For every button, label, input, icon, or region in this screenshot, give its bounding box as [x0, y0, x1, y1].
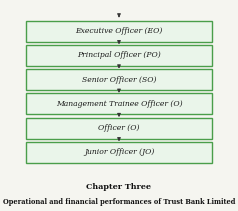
FancyBboxPatch shape: [26, 69, 212, 90]
Text: Operational and financial performances of Trust Bank Limited: Operational and financial performances o…: [3, 197, 235, 206]
FancyBboxPatch shape: [26, 45, 212, 66]
FancyBboxPatch shape: [26, 93, 212, 114]
Text: Management Trainee Officer (O): Management Trainee Officer (O): [56, 100, 182, 108]
Text: Principal Officer (PO): Principal Officer (PO): [77, 51, 161, 59]
Text: Junior Officer (JO): Junior Officer (JO): [84, 149, 154, 156]
Text: Chapter Three: Chapter Three: [86, 183, 152, 191]
FancyBboxPatch shape: [26, 118, 212, 139]
FancyBboxPatch shape: [26, 142, 212, 163]
Text: Senior Officer (SO): Senior Officer (SO): [82, 76, 156, 84]
Text: Officer (O): Officer (O): [98, 124, 140, 132]
FancyBboxPatch shape: [26, 21, 212, 42]
Text: Executive Officer (EO): Executive Officer (EO): [75, 27, 163, 35]
